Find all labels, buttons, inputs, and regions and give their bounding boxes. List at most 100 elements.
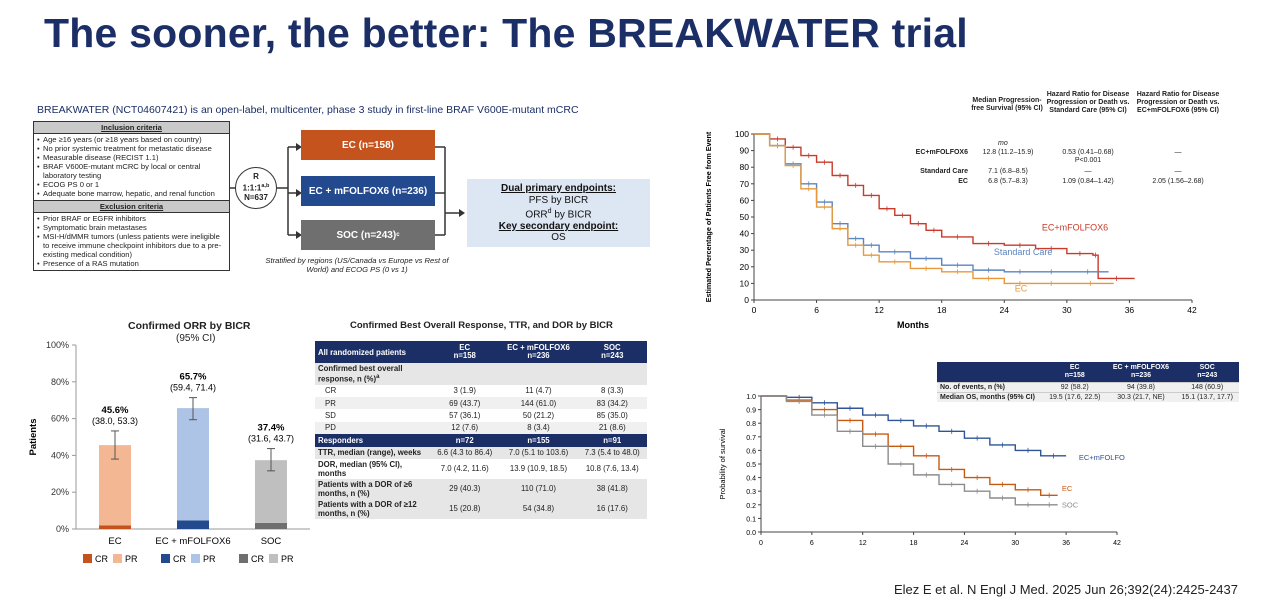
resp-header-cell: All randomized patients [315, 341, 430, 363]
x-tick-label: 24 [961, 540, 969, 547]
pfs-header-hr-ec: Hazard Ratio for Disease Progression or … [1136, 91, 1220, 115]
x-tick-label: 36 [1062, 540, 1070, 547]
os-km-chart: 0 6 12 18 24 30 36 42 0.0 0.1 0.2 0.3 0.4 0.5 0.6 0.7 0.… [718, 394, 1125, 547]
x-tick-label: SOC [261, 536, 282, 547]
exclusion-item: MSI-H/dMMR tumors (unless patients were … [37, 232, 227, 259]
x-tick-label: 30 [1062, 305, 1072, 315]
pfs-unit: mo [998, 140, 1008, 147]
data-label: 37.4% [258, 423, 285, 434]
arm-ec-mfolfox6: EC + mFOLFOX6 (n=236) [301, 176, 435, 206]
inclusion-heading: Inclusion criteria [34, 122, 229, 134]
legend-swatch-cr [161, 554, 170, 563]
y-tick-label: 0.3 [746, 489, 756, 496]
page-title: The sooner, the better: The BREAKWATER t… [44, 10, 968, 56]
legend-swatch-cr [83, 554, 92, 563]
y-tick-label: 60 [740, 195, 750, 205]
y-tick-label: 0.9 [746, 408, 756, 415]
pfs-cell: — [1084, 168, 1092, 175]
legend-label-cr: CR [173, 554, 186, 564]
bar-cr [255, 522, 287, 529]
km-curve-soc [761, 395, 1058, 506]
series-label: EC+mFOLFOX6 [1079, 453, 1125, 462]
x-tick-label: 36 [1125, 305, 1135, 315]
exclusion-criteria-box: Exclusion criteria Prior BRAF or EGFR in… [33, 200, 230, 271]
x-tick-label: 0 [759, 540, 763, 547]
randomization-circle: R 1:1:1a,b N=637 [235, 167, 277, 209]
inclusion-item: BRAF V600E-mutant mCRC by local or centr… [37, 162, 227, 180]
table-row: Patients with a DOR of ≥6 months, n (%) 2… [315, 478, 647, 499]
inclusion-item: ECOG PS 0 or 1 [37, 180, 227, 189]
table-row: Median OS, months (95% CI) 19.5 (17.6, 22… [937, 391, 1239, 402]
legend-swatch-cr [239, 554, 248, 563]
table-row: CR 3 (1.9) 11 (4.7) 8 (3.3) [325, 386, 624, 396]
pfs-row-label: Standard Care [920, 168, 968, 175]
y-tick-label: 30 [740, 245, 750, 255]
primary-endpoint-pfs: PFS by BICR [528, 194, 589, 206]
inclusion-item: Adequate bone marrow, hepatic, and renal… [37, 189, 227, 198]
exclusion-item: Prior BRAF or EGFR inhibitors [37, 214, 227, 223]
exclusion-item: Symptomatic brain metastases [37, 223, 227, 232]
y-axis-label: Estimated Percentage of Patients Free fr… [704, 131, 713, 302]
inclusion-list: Age ≥16 years (or ≥18 years based on cou… [34, 134, 229, 200]
y-tick-label: 40% [51, 450, 69, 460]
orr-chart-subtitle: (95% CI) [176, 333, 216, 344]
y-tick-label: 40 [740, 229, 750, 239]
pfs-cell: — [1174, 168, 1182, 175]
km-curve-ec-mfolfox6 [754, 133, 1135, 280]
rand-r: R [253, 172, 259, 181]
series-label: EC+mFOLFOX6 [1042, 222, 1108, 232]
data-label: 65.7% [180, 372, 207, 383]
pfs-row-label: EC [958, 178, 968, 185]
x-tick-label: 6 [810, 540, 814, 547]
y-tick-label: 20% [51, 487, 69, 497]
y-tick-label: 0.7 [746, 435, 756, 442]
y-tick-label: 100% [46, 340, 69, 350]
y-tick-label: 70 [740, 179, 750, 189]
x-tick-label: 24 [1000, 305, 1010, 315]
y-tick-label: 0.4 [746, 476, 756, 483]
x-tick-label: 0 [752, 305, 757, 315]
pfs-cell: 7.1 (6.8–8.5) [988, 168, 1028, 175]
legend-swatch-pr [191, 554, 200, 563]
y-tick-label: 0.1 [746, 516, 756, 523]
rand-sup: a,b [261, 182, 270, 189]
table-row: SD 57 (36.1) 50 (21.2) 85 (35.0) [325, 411, 628, 421]
secondary-endpoint-heading: Key secondary endpoint: [498, 220, 619, 232]
pfs-cell: 0.53 (0.41–0.68) [1062, 149, 1114, 156]
ci-label: (31.6, 43.7) [248, 434, 294, 444]
y-tick-label: 0% [56, 524, 69, 534]
x-axis-label: Months [897, 320, 929, 330]
bar-cr [99, 525, 131, 529]
legend-label-pr: PR [203, 554, 216, 564]
x-tick-label: 6 [814, 305, 819, 315]
table-row: PD 12 (7.6) 8 (3.4) 21 (8.6) [315, 421, 647, 435]
x-tick-label: 30 [1011, 540, 1019, 547]
table-row: Patients with a DOR of ≥12 months, n (%)… [315, 498, 647, 519]
pfs-row-label: EC+mFOLFOX6 [915, 149, 968, 156]
y-tick-label: 10 [740, 278, 750, 288]
pfs-pvalue: P<0.001 [1074, 157, 1102, 164]
ci-label: (38.0, 53.3) [92, 416, 138, 426]
pfs-km-chart: 0 6 12 18 24 30 36 42 0 10 20 30 40 50 60 70 80 90 100 EC+m… [704, 129, 1197, 330]
inclusion-item: Measurable disease (RECIST 1.1) [37, 153, 227, 162]
resp-header-cell: EC n=158 [430, 341, 500, 363]
study-intro: BREAKWATER (NCT04607421) is an open-labe… [37, 104, 579, 116]
os-header-cell: EC + mFOLFOX6 n=236 [1106, 362, 1176, 382]
pfs-header-median: Median Progression-free Survival (95% CI… [971, 97, 1043, 113]
x-tick-label: 18 [910, 540, 918, 547]
pfs-cell: 2.05 (1.56–2.68) [1152, 178, 1204, 185]
x-tick-label: 42 [1187, 305, 1197, 315]
os-table: EC n=158 EC + mFOLFOX6 n=236 SOC n=243 N… [937, 362, 1239, 402]
x-tick-label: EC + mFOLFOX6 [155, 536, 230, 547]
y-tick-label: 80% [51, 377, 69, 387]
exclusion-item: Presence of a RAS mutation [37, 259, 227, 268]
bar-cr [177, 520, 209, 529]
endpoints-box: Dual primary endpoints: PFS by BICR ORRd… [467, 179, 650, 247]
x-tick-label: 18 [937, 305, 947, 315]
resp-header-cell: EC + mFOLFOX6 n=236 [499, 341, 578, 363]
y-axis-label: Patients [28, 419, 39, 456]
inclusion-criteria-box: Inclusion criteria Age ≥16 years (or ≥18… [33, 121, 230, 201]
orr-chart: 0% 20% 40% 60% 80% 100% Patients 45.6%(38.0, 53… [28, 340, 310, 564]
rand-n: N=637 [244, 192, 268, 202]
response-table-title: Confirmed Best Overall Response, TTR, an… [350, 320, 613, 331]
